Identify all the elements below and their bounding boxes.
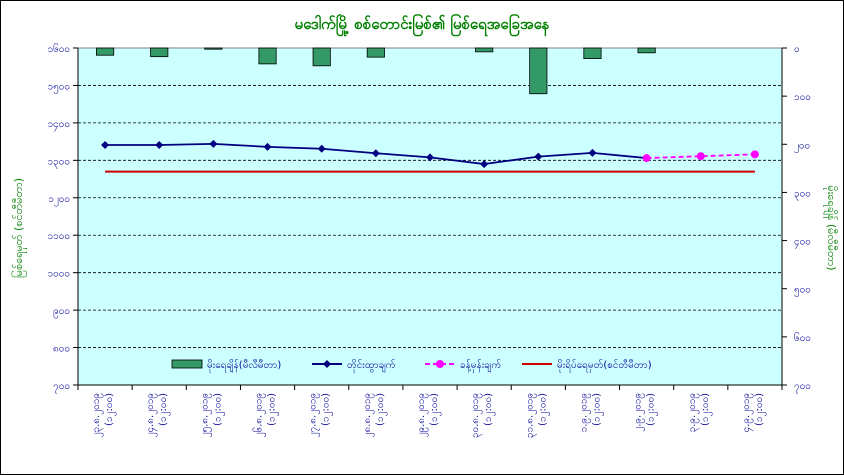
rainfall-bar: [258, 47, 277, 65]
series-point: [534, 152, 543, 161]
left-axis-tick-label: ၇၀၀: [53, 381, 70, 394]
rainfall-bar: [366, 47, 385, 58]
x-axis-tick-label: (၁၂:၀၀): [754, 393, 767, 426]
x-axis-tick-label: ၂၃.၈.၂၀၁၉: [91, 393, 104, 437]
legend-label: ခန့်မှန်းချက်: [460, 358, 501, 373]
rainfall-bar: [583, 47, 602, 59]
series-line: [646, 153, 755, 159]
left-axis-tick-label: ၈၀၀: [53, 344, 70, 355]
right-axis-title: မိုးရေချိန် (မီလီမီတာ): [823, 185, 838, 270]
legend-label: မိုးရိပ်ရေမှတ်(စင်တီမီတာ): [557, 358, 652, 373]
series-point: [642, 154, 651, 163]
legend-marker: [436, 360, 444, 368]
legend-label: တိုင်းထွာချက်: [347, 358, 396, 373]
x-axis-tick-label: ၁.၉.၂၀၁၉: [578, 393, 591, 432]
right-axis-tick-label: ၇၀၀: [794, 381, 811, 394]
x-axis-tick-label: ၂၆.၈.၂၀၁၉: [252, 393, 267, 437]
x-axis-tick-label: ၂၄.၈.၂၀၁၉: [145, 393, 158, 437]
x-axis-tick-label: ၂၉.၈.၂၀၁၉: [416, 393, 429, 437]
left-axis-tick-label: ၁၂၀၀: [48, 194, 70, 207]
series-lines: [101, 139, 759, 173]
x-axis-tick-label: (၁၂:၀၀): [321, 393, 334, 426]
rainfall-bar: [529, 47, 548, 95]
series-point: [155, 140, 164, 149]
left-axis-tick-label: ၁၅၀၀: [48, 81, 71, 94]
series-point: [426, 153, 434, 162]
rainfall-bar: [312, 47, 331, 67]
rainfall-bar: [96, 47, 115, 56]
series-point: [696, 152, 705, 161]
plot-area: [77, 47, 783, 386]
x-axis-tick-label: ၃၁.၈.၂၀၁၉: [524, 393, 537, 438]
left-axis-tick-label: ၁၆၀၀: [48, 42, 71, 55]
rainfall-bar: [475, 47, 494, 53]
x-axis-tick-label: ၂၅.၈.၂၀၁၉: [199, 393, 212, 437]
plot-background: [77, 47, 783, 386]
rainfall-bar: [150, 47, 169, 58]
right-axis-tick-label: ၆၀၀: [794, 331, 811, 344]
x-axis-tick-label: ၄.၉.၂၀၁၉: [741, 393, 754, 432]
x-axis-tick-label: (၁၂:၀၀): [591, 393, 604, 426]
series-point: [750, 150, 759, 159]
right-axis-tick-label: ၁၀၀: [794, 92, 811, 103]
series-point: [263, 142, 272, 151]
rainfall-bar: [204, 47, 223, 50]
x-axis-tick-label: (၁၂:၀၀): [646, 393, 659, 426]
right-axis-tick-label: ၅၀၀: [794, 285, 811, 298]
left-axis-tick-label: ၁၄၀၀: [48, 119, 71, 132]
x-axis-tick-label: ၃၀.၈.၂၀၁၉: [470, 393, 483, 438]
right-axis-tick-label: ၃၀၀: [794, 188, 811, 201]
x-axis-tick-label: (၁၂:၀၀): [537, 393, 550, 426]
series-point: [371, 149, 380, 158]
series-point: [101, 140, 110, 149]
right-axis-tick-label: ၄၀၀: [794, 237, 811, 250]
series-point: [317, 144, 326, 153]
x-axis-tick-label: (၁၂:၀၀): [429, 393, 442, 426]
left-axis-title: မြစ်ရေမှတ် (စင်တီမီတာ): [11, 178, 27, 278]
x-axis-tick-label: (၁၂:၀၀): [267, 393, 280, 426]
rainfall-bars: [96, 47, 656, 95]
right-axis-tick-label: ၀: [794, 44, 800, 55]
x-axis-tick-label: ၂၈.၈.၂၀၁၉: [362, 393, 375, 437]
x-axis-tick-label: (၁၂:၀၀): [212, 393, 225, 426]
left-axis-tick-label: ၁၀၀၀: [48, 269, 71, 280]
x-axis-tick-label: (၁၂:၀၀): [158, 393, 171, 426]
legend-label: မိုးရေချိန်(မီလီမီတာ): [207, 358, 281, 373]
left-axis-tick-label: ၁၃၀၀: [48, 156, 71, 169]
legend: မိုးရေချိန်(မီလီမီတာ) တိုင်းထွာချက် ခန့်မှ…: [171, 358, 652, 373]
series-point: [588, 148, 597, 157]
x-axis-tick-label: (၁၂:၀၀): [700, 393, 713, 426]
series-point: [209, 139, 218, 148]
series-point: [480, 160, 489, 169]
right-axis-tick-label: ၂၀၀: [794, 140, 810, 153]
x-axis-tick-label: (၁၂:၀၀): [483, 393, 496, 426]
x-axis-tick-label: ၃.၉.၂၀၁၉: [687, 393, 700, 432]
axes: ၇၀၀ ၈၀၀ ၉၀၀ ၁၀၀၀ ၁၁၀၀ ၁၂၀၀ ၁၃၀၀ ၁၄၀၀ ၁၅၀၀ ၁၆၀၀ ၀၁၀…: [48, 42, 811, 438]
rainfall-bar: [637, 47, 656, 54]
x-axis-tick-label: ၂.၉.၂၀၁၉: [633, 393, 646, 432]
x-axis-tick-label: (၁၂:၀၀): [375, 393, 388, 426]
x-axis-tick-label: ၂၇.၈.၂၀၁၉: [308, 393, 321, 437]
chart-title: မဒေါက်မြို့ စစ်တောင်းမြစ်၏ မြစ်ရေအခြေအနေ: [295, 13, 550, 37]
legend-swatch: [171, 359, 203, 369]
legend-marker: [323, 360, 331, 368]
left-axis-tick-label: ၁၁၀၀: [48, 231, 71, 242]
left-axis-tick-label: ၉၀၀: [53, 306, 70, 319]
x-axis-tick-label: (၁၂:၀၀): [104, 393, 117, 426]
